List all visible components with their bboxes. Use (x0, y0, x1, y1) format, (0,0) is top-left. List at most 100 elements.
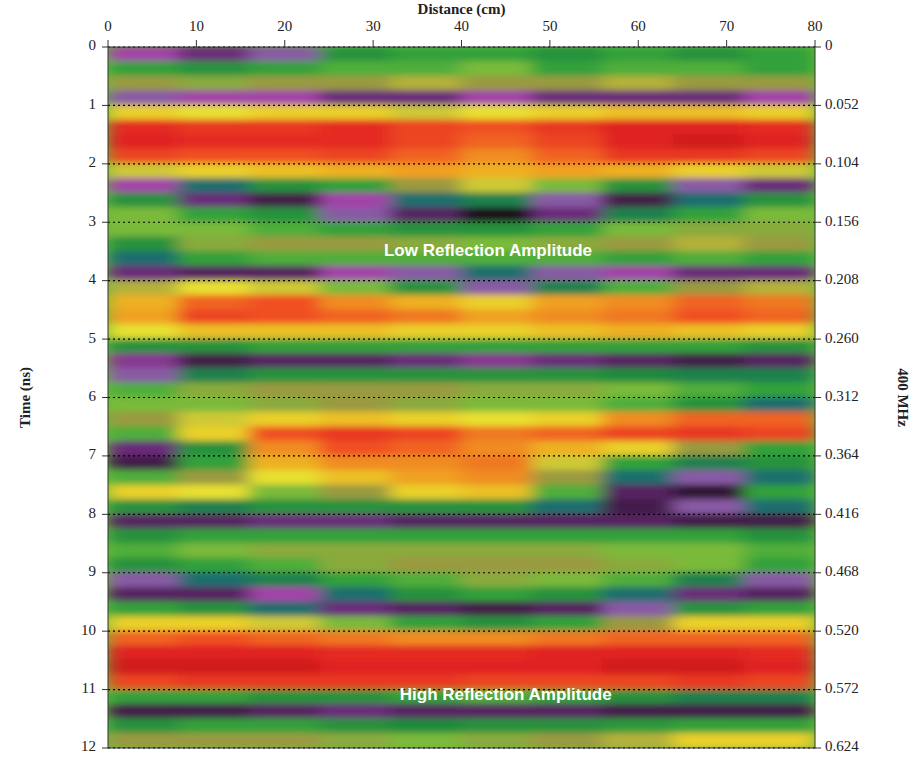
y2-tick (815, 222, 821, 223)
cell (178, 616, 250, 632)
cell (108, 733, 179, 748)
cell (178, 426, 250, 442)
cell (602, 543, 674, 559)
cell (532, 397, 604, 413)
cell (390, 149, 462, 165)
y2-tick (815, 339, 821, 340)
x-tick (638, 40, 639, 47)
cell (461, 528, 533, 544)
cell (108, 251, 179, 267)
cell (108, 236, 179, 252)
cell (602, 251, 674, 267)
cell (602, 660, 674, 676)
cell (390, 587, 462, 603)
cell (744, 295, 815, 311)
cell (320, 426, 392, 442)
cell (602, 339, 674, 355)
cell (461, 616, 533, 632)
cell (532, 543, 604, 559)
y-tick (102, 455, 108, 456)
grid-line (108, 514, 815, 515)
cell (602, 382, 674, 398)
cell (249, 134, 321, 150)
cell (108, 616, 179, 632)
cell (249, 120, 321, 136)
cell (532, 163, 604, 179)
cell (461, 499, 533, 515)
cell (532, 120, 604, 136)
cell (390, 733, 462, 748)
x-tick (815, 40, 816, 47)
cell (532, 601, 604, 617)
y2-tick-label: 0.624 (825, 738, 859, 754)
cell (320, 631, 392, 647)
cell (320, 601, 392, 617)
cell (178, 704, 250, 720)
cell (744, 514, 815, 530)
cell (390, 266, 462, 282)
y-tick-label: 7 (89, 446, 97, 462)
grid-line (108, 338, 815, 339)
cell (673, 178, 745, 194)
cell (744, 601, 815, 617)
cell (178, 543, 250, 559)
cell (602, 528, 674, 544)
cell (108, 222, 179, 238)
cell (744, 718, 815, 734)
cell (744, 251, 815, 267)
cell (249, 222, 321, 238)
cell (178, 76, 250, 92)
cell (178, 455, 250, 471)
cell (461, 543, 533, 559)
cell (461, 163, 533, 179)
cell (108, 120, 179, 136)
x-tick-label: 80 (808, 18, 823, 34)
cell (673, 236, 745, 252)
x-tick-label: 30 (366, 18, 381, 34)
cell (320, 733, 392, 748)
cell (744, 236, 815, 252)
cell (673, 733, 745, 748)
cell (673, 193, 745, 209)
cell (673, 718, 745, 734)
cell (108, 572, 179, 588)
cell (108, 382, 179, 398)
cell (532, 207, 604, 223)
cell (461, 207, 533, 223)
cell (673, 426, 745, 442)
cell (461, 558, 533, 574)
y2-tick-label: 0.104 (825, 154, 859, 170)
cell (249, 266, 321, 282)
cell (744, 499, 815, 515)
cell (461, 397, 533, 413)
cell (249, 61, 321, 77)
cell (108, 587, 179, 603)
cell (249, 485, 321, 501)
cell (108, 397, 179, 413)
cell (390, 324, 462, 340)
y-tick-label: 0 (89, 37, 97, 53)
cell (108, 105, 179, 121)
cell (602, 280, 674, 296)
cell (178, 266, 250, 282)
cell (320, 222, 392, 238)
cell (532, 704, 604, 720)
cell (178, 339, 250, 355)
cell (532, 222, 604, 238)
cell (602, 324, 674, 340)
cell (602, 207, 674, 223)
cell (461, 295, 533, 311)
cell (673, 324, 745, 340)
y-tick (102, 280, 108, 281)
cell (390, 193, 462, 209)
x-tick (196, 40, 197, 47)
cell (108, 61, 179, 77)
cell (461, 572, 533, 588)
cell (602, 193, 674, 209)
cell (532, 266, 604, 282)
y-tick (102, 222, 108, 223)
cell (320, 368, 392, 384)
cell (744, 163, 815, 179)
y-tick (102, 689, 108, 690)
cell (461, 718, 533, 734)
